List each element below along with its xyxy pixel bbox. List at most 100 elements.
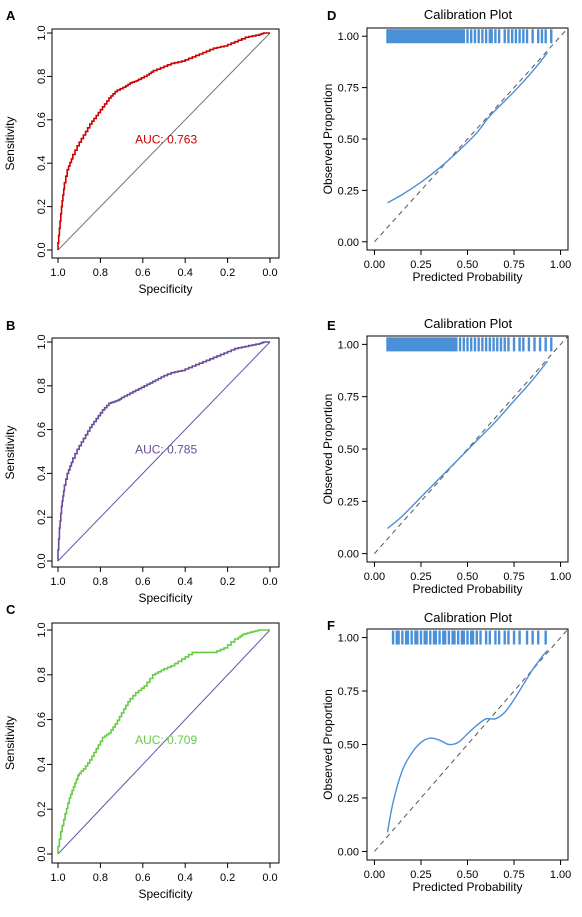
y-tick-label: 0.6 bbox=[36, 422, 48, 437]
y-tick-label: 1.00 bbox=[338, 633, 359, 645]
x-tick-label: 0.00 bbox=[364, 259, 385, 271]
x-tick-label: 0.6 bbox=[135, 576, 150, 588]
y-tick-label: 1.00 bbox=[338, 31, 359, 43]
calibration-panel-e: E Calibration Plot 0.00 0.25 0.50 0.75 1.00 0.0… bbox=[321, 316, 571, 596]
y-tick-label: 0.50 bbox=[338, 444, 359, 456]
x-tick-label: 0.4 bbox=[178, 576, 193, 588]
chart-title: Calibration Plot bbox=[424, 7, 513, 22]
diagonal-reference-line bbox=[57, 629, 271, 855]
roc-panel-b: B 1.0 0.8 0.6 0.4 0.2 0.0 0.0 0.2 0.4 0.6 0.8 1.0 Spe… bbox=[3, 318, 280, 605]
y-tick-label: 0.75 bbox=[338, 686, 359, 698]
panel-label: A bbox=[6, 8, 16, 23]
x-tick-label: 0.50 bbox=[457, 571, 478, 583]
x-tick-label: 0.4 bbox=[178, 267, 193, 279]
y-axis-label: Observed Proportion bbox=[321, 84, 335, 195]
y-tick-label: 0.4 bbox=[36, 156, 48, 171]
x-tick-label: 0.25 bbox=[410, 869, 431, 881]
y-tick-label: 0.25 bbox=[338, 496, 359, 508]
chart-title: Calibration Plot bbox=[424, 316, 513, 331]
roc-curve bbox=[57, 341, 270, 561]
x-axis-label: Predicted Probability bbox=[412, 880, 522, 894]
x-axis-label: Specificity bbox=[138, 282, 192, 296]
y-tick-label: 0.00 bbox=[338, 549, 359, 561]
diagonal-reference-line bbox=[57, 341, 271, 562]
x-tick-label: 0.75 bbox=[503, 259, 524, 271]
x-tick-label: 0.8 bbox=[93, 872, 108, 884]
y-tick-label: 1.0 bbox=[36, 622, 48, 637]
y-tick-label: 0.6 bbox=[36, 112, 48, 127]
x-tick-label: 0.25 bbox=[410, 571, 431, 583]
y-tick-label: 0.00 bbox=[338, 237, 359, 249]
chart-title: Calibration Plot bbox=[424, 610, 513, 625]
plot-frame bbox=[51, 622, 280, 864]
diagonal-reference-line bbox=[57, 32, 271, 251]
y-axis-label: Sensitivity bbox=[3, 716, 17, 770]
x-tick-label: 1.0 bbox=[50, 267, 65, 279]
y-tick-label: 0.6 bbox=[36, 712, 48, 727]
y-tick-label: 0.25 bbox=[338, 793, 359, 805]
plot-frame bbox=[51, 28, 280, 259]
calibration-curve bbox=[387, 360, 549, 530]
calibration-panel-f: F Calibration Plot 0.00 0.25 0.50 0.75 1.00 0.0… bbox=[321, 610, 571, 894]
y-axis-label: Observed Proportion bbox=[321, 394, 335, 505]
x-tick-label: 0.25 bbox=[410, 259, 431, 271]
plot-frame bbox=[51, 337, 280, 568]
y-tick-label: 0.50 bbox=[338, 134, 359, 146]
calibration-curve bbox=[386, 649, 549, 833]
x-tick-label: 0.2 bbox=[220, 872, 235, 884]
y-tick-label: 1.00 bbox=[338, 339, 359, 351]
x-tick-label: 0.75 bbox=[503, 869, 524, 881]
perfect-calibration-line bbox=[374, 335, 569, 554]
y-tick-label: 0.0 bbox=[36, 553, 48, 568]
x-tick-label: 0.6 bbox=[135, 267, 150, 279]
y-tick-label: 0.00 bbox=[338, 846, 359, 858]
x-tick-label: 0.75 bbox=[503, 571, 524, 583]
y-tick-label: 0.75 bbox=[338, 83, 359, 95]
panel-label: B bbox=[6, 318, 15, 333]
y-tick-label: 0.8 bbox=[36, 378, 48, 393]
y-tick-label: 0.25 bbox=[338, 185, 359, 197]
roc-panel-a: A 1.0 0.8 0.6 0.4 0.2 0.0 0.0 0.2 0.4 0.6 0.8 1.0 Spe… bbox=[3, 8, 280, 296]
x-tick-label: 0.00 bbox=[364, 869, 385, 881]
x-axis-label: Predicted Probability bbox=[412, 582, 522, 596]
auc-annotation: AUC: 0.763 bbox=[135, 133, 197, 147]
y-tick-label: 0.4 bbox=[36, 466, 48, 481]
y-tick-label: 1.0 bbox=[36, 334, 48, 349]
x-tick-label: 0.50 bbox=[457, 259, 478, 271]
panel-label: F bbox=[327, 618, 335, 633]
calibration-panel-d: D Calibration Plot 0.00 0.25 0.50 0.75 1.00 0.0… bbox=[321, 7, 571, 284]
y-axis-label: Observed Proportion bbox=[321, 689, 335, 800]
y-tick-label: 0.0 bbox=[36, 846, 48, 861]
x-tick-label: 0.8 bbox=[93, 576, 108, 588]
x-tick-label: 1.00 bbox=[550, 259, 571, 271]
x-tick-label: 0.50 bbox=[457, 869, 478, 881]
roc-curve bbox=[57, 629, 270, 854]
y-tick-label: 1.0 bbox=[36, 25, 48, 40]
auc-annotation: AUC: 0.785 bbox=[135, 443, 197, 457]
roc-curve bbox=[57, 32, 270, 250]
perfect-calibration-line bbox=[374, 628, 569, 852]
x-tick-label: 0.4 bbox=[178, 872, 193, 884]
panel-label: E bbox=[327, 318, 336, 333]
y-tick-label: 0.2 bbox=[36, 802, 48, 817]
x-tick-label: 1.00 bbox=[550, 869, 571, 881]
y-tick-label: 0.2 bbox=[36, 199, 48, 214]
y-tick-label: 0.50 bbox=[338, 740, 359, 752]
y-tick-label: 0.75 bbox=[338, 392, 359, 404]
x-tick-label: 0.6 bbox=[135, 872, 150, 884]
y-tick-label: 0.8 bbox=[36, 667, 48, 682]
y-tick-label: 0.0 bbox=[36, 242, 48, 257]
x-tick-label: 0.2 bbox=[220, 576, 235, 588]
auc-annotation: AUC: 0.709 bbox=[135, 733, 197, 747]
y-tick-label: 0.4 bbox=[36, 757, 48, 772]
x-tick-label: 1.0 bbox=[50, 872, 65, 884]
x-tick-label: 0.2 bbox=[220, 267, 235, 279]
x-tick-label: 1.0 bbox=[50, 576, 65, 588]
x-axis-label: Specificity bbox=[138, 591, 192, 605]
x-tick-label: 0.00 bbox=[364, 571, 385, 583]
y-axis-label: Sensitivity bbox=[3, 425, 17, 479]
x-tick-label: 0.8 bbox=[93, 267, 108, 279]
panel-label: C bbox=[6, 602, 16, 617]
roc-panel-c: C 1.0 0.8 0.6 0.4 0.2 0.0 0.0 0.2 0.4 0.6 0.8 1.0 Spe… bbox=[3, 602, 280, 901]
